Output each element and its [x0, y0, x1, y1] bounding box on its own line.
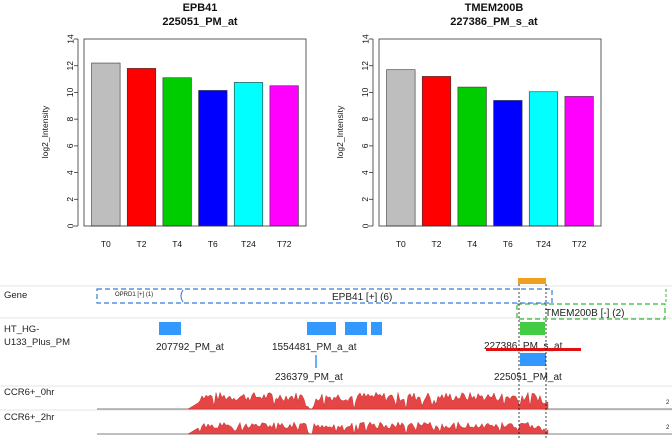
probe-227386-selected[interactable]	[520, 322, 545, 335]
plot-frame	[378, 38, 602, 227]
highlight-marker[interactable]	[518, 278, 546, 284]
y-tick-label: 8	[65, 117, 75, 122]
y-tick-label: 2	[65, 197, 75, 202]
y-tick-label: 4	[65, 170, 75, 175]
probe-1554481-c[interactable]	[371, 322, 382, 335]
bar-t72[interactable]	[269, 85, 299, 227]
gene-box-tmem200b[interactable]	[516, 303, 666, 320]
y-tick-label: 10	[360, 87, 370, 97]
bar-t4[interactable]	[457, 86, 487, 227]
probe-1554481-a[interactable]	[307, 322, 336, 335]
bar-t6[interactable]	[493, 100, 523, 227]
x-tick-label: T2	[137, 239, 147, 249]
track-label-ccr6-0hr[interactable]: CCR6+_0hr	[4, 387, 54, 398]
track-label-gene[interactable]: Gene	[4, 290, 27, 301]
coverage-2hr[interactable]	[187, 421, 549, 435]
y-tick-label: 14	[65, 34, 75, 44]
y-axis-label: log2_Intensity	[335, 105, 345, 158]
x-tick-label: T6	[503, 239, 513, 249]
x-axis-labels: T0 T2 T4 T6 T24 T72	[396, 239, 587, 249]
coverage-edge-label: 2	[666, 400, 670, 406]
track-label-ccr6-2hr[interactable]: CCR6+_2hr	[4, 412, 54, 423]
probe-label-1554481[interactable]: 1554481_PM_a_at	[272, 342, 357, 353]
x-tick-label: T2	[432, 239, 442, 249]
bar-t0[interactable]	[91, 62, 121, 227]
genome-browser: Gene HT_HG- U133_Plus_PM CCR6+_0hr CCR6+…	[0, 278, 672, 438]
y-axis-label: log2_Intensity	[40, 105, 50, 158]
bar-t0[interactable]	[386, 69, 416, 227]
bar-t24[interactable]	[528, 91, 559, 227]
y-axis: 0 2 4 6 8 10 12 14	[65, 34, 79, 228]
chart-title-gene: TMEM200B	[465, 2, 524, 14]
gene-bracket	[180, 289, 184, 303]
chart-title-probe: 227386_PM_s_at	[450, 16, 538, 28]
chart-title-probe: 225051_PM_at	[162, 16, 238, 28]
bar-t72[interactable]	[564, 96, 594, 227]
x-tick-label: T0	[396, 239, 406, 249]
track-label-array-1[interactable]: HT_HG-	[4, 324, 39, 335]
selection-underline	[486, 348, 581, 351]
chart-title-gene: EPB41	[183, 2, 218, 14]
x-axis-labels: T0 T2 T4 T6 T24 T72	[101, 239, 292, 249]
bar-chart-tmem200b: TMEM200B 227386_PM_s_at log2_Intensity 0…	[335, 2, 602, 249]
probe-label-225051[interactable]: 225051_PM_at	[494, 372, 562, 383]
bar-t2[interactable]	[126, 68, 157, 227]
bar-t24[interactable]	[233, 82, 264, 227]
y-tick-label: 2	[360, 197, 370, 202]
probe-label-236379[interactable]: 236379_PM_at	[275, 372, 343, 383]
y-tick-label: 10	[65, 87, 75, 97]
y-axis: 0 2 4 6 8 10 12 14	[360, 34, 374, 228]
bar-t6[interactable]	[198, 90, 228, 227]
bars	[91, 62, 299, 227]
bar-chart-epb41: EPB41 225051_PM_at log2_Intensity 0 2 4 6 8 1…	[40, 2, 307, 249]
y-tick-label: 6	[65, 143, 75, 148]
track-label-array-2[interactable]: U133_Plus_PM	[4, 337, 70, 348]
bars	[386, 69, 594, 227]
gene-label-oprd1[interactable]: OPRD1 [+] (1)	[115, 292, 153, 298]
x-tick-label: T72	[572, 239, 587, 249]
x-tick-label: T4	[467, 239, 477, 249]
probe-label-207792[interactable]: 207792_PM_at	[156, 342, 224, 353]
y-tick-label: 12	[360, 61, 370, 71]
probe-1554481-b[interactable]	[345, 322, 367, 335]
coverage-edge-label: 2	[666, 425, 670, 431]
gene-label-epb41[interactable]: EPB41 [+] (6)	[332, 292, 392, 303]
x-tick-label: T6	[208, 239, 218, 249]
y-tick-label: 12	[65, 61, 75, 71]
gene-label-tmem200b[interactable]: TMEM200B [-] (2)	[545, 308, 624, 319]
x-tick-label: T24	[241, 239, 256, 249]
probe-225051[interactable]	[520, 353, 546, 366]
x-tick-label: T24	[536, 239, 551, 249]
bar-t2[interactable]	[421, 76, 452, 227]
y-tick-label: 8	[360, 117, 370, 122]
probe-label-227386[interactable]: 227386_PM_s_at	[484, 341, 563, 352]
x-tick-label: T0	[101, 239, 111, 249]
x-tick-label: T72	[277, 239, 292, 249]
plot-frame	[83, 38, 307, 227]
y-tick-label: 6	[360, 143, 370, 148]
gene-box-epb41[interactable]	[96, 288, 553, 304]
bar-t4[interactable]	[162, 77, 192, 227]
y-tick-label: 0	[65, 223, 75, 228]
coverage-0hr[interactable]	[187, 391, 549, 410]
y-tick-label: 0	[360, 223, 370, 228]
y-tick-label: 14	[360, 34, 370, 44]
x-tick-label: T4	[172, 239, 182, 249]
probe-207792[interactable]	[159, 322, 181, 335]
y-tick-label: 4	[360, 170, 370, 175]
